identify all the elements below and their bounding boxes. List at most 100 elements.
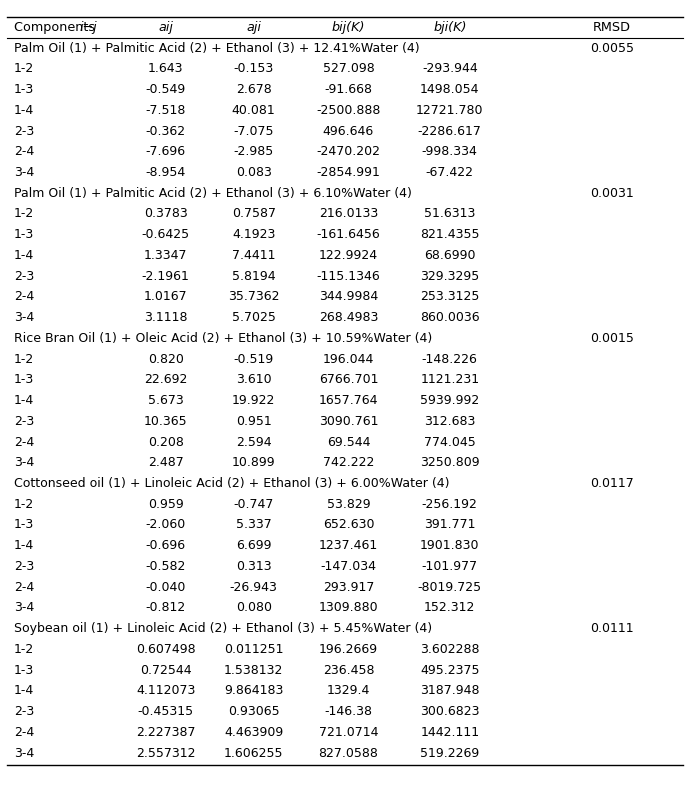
Text: RMSD: RMSD <box>593 20 631 34</box>
Text: -998.334: -998.334 <box>422 145 477 158</box>
Text: 1-2: 1-2 <box>14 643 34 656</box>
Text: 1309.880: 1309.880 <box>319 601 378 615</box>
Text: 1237.461: 1237.461 <box>319 539 378 552</box>
Text: aij: aij <box>159 20 173 34</box>
Text: -0.6425: -0.6425 <box>141 229 190 241</box>
Text: 1.643: 1.643 <box>148 62 184 76</box>
Text: 0.959: 0.959 <box>148 498 184 511</box>
Text: 9.864183: 9.864183 <box>224 684 284 697</box>
Text: -0.362: -0.362 <box>146 125 186 138</box>
Text: 1-3: 1-3 <box>14 519 34 531</box>
Text: 0.72544: 0.72544 <box>140 663 192 677</box>
Text: 1-2: 1-2 <box>14 207 34 221</box>
Text: 3-4: 3-4 <box>14 311 34 324</box>
Text: 2-4: 2-4 <box>14 291 34 303</box>
Text: Palm Oil (1) + Palmitic Acid (2) + Ethanol (3) + 12.41%Water (4): Palm Oil (1) + Palmitic Acid (2) + Ethan… <box>14 42 420 54</box>
Text: 196.044: 196.044 <box>323 352 374 366</box>
Text: 10.365: 10.365 <box>144 414 188 428</box>
Text: 2-3: 2-3 <box>14 560 34 573</box>
Text: -147.034: -147.034 <box>320 560 376 573</box>
Text: 2-3: 2-3 <box>14 269 34 283</box>
Text: 0.0111: 0.0111 <box>590 623 634 635</box>
Text: 0.93065: 0.93065 <box>228 705 279 718</box>
Text: -256.192: -256.192 <box>422 498 477 511</box>
Text: 0.951: 0.951 <box>236 414 272 428</box>
Text: 519.2269: 519.2269 <box>420 746 480 760</box>
Text: 3-4: 3-4 <box>14 746 34 760</box>
Text: 0.0055: 0.0055 <box>590 42 634 54</box>
Text: 0.083: 0.083 <box>236 166 272 179</box>
Text: 391.771: 391.771 <box>424 519 475 531</box>
Text: 4.1923: 4.1923 <box>232 229 275 241</box>
Text: 2.678: 2.678 <box>236 83 272 96</box>
Text: 2.227387: 2.227387 <box>136 726 195 739</box>
Text: 1-4: 1-4 <box>14 394 34 407</box>
Text: 2-4: 2-4 <box>14 581 34 593</box>
Text: 3-4: 3-4 <box>14 456 34 470</box>
Text: -0.519: -0.519 <box>234 352 274 366</box>
Text: Components: Components <box>14 20 99 34</box>
Text: aji: aji <box>246 20 261 34</box>
Text: 1657.764: 1657.764 <box>319 394 378 407</box>
Text: 742.222: 742.222 <box>323 456 374 470</box>
Text: 1.3347: 1.3347 <box>144 249 188 262</box>
Text: 19.922: 19.922 <box>232 394 275 407</box>
Text: 0.3783: 0.3783 <box>144 207 188 221</box>
Text: 5.337: 5.337 <box>236 519 272 531</box>
Text: -2854.991: -2854.991 <box>317 166 380 179</box>
Text: -2.1961: -2.1961 <box>142 269 190 283</box>
Text: -2470.202: -2470.202 <box>317 145 380 158</box>
Text: 6766.701: 6766.701 <box>319 374 378 386</box>
Text: -0.153: -0.153 <box>234 62 274 76</box>
Text: 4.463909: 4.463909 <box>224 726 284 739</box>
Text: 1121.231: 1121.231 <box>420 374 480 386</box>
Text: -7.518: -7.518 <box>146 104 186 117</box>
Text: 293.917: 293.917 <box>323 581 374 593</box>
Text: 0.0015: 0.0015 <box>590 332 634 345</box>
Text: -7.696: -7.696 <box>146 145 186 158</box>
Text: 5.7025: 5.7025 <box>232 311 275 324</box>
Text: 53.829: 53.829 <box>326 498 371 511</box>
Text: 344.9984: 344.9984 <box>319 291 378 303</box>
Text: 68.6990: 68.6990 <box>424 249 475 262</box>
Text: 196.2669: 196.2669 <box>319 643 378 656</box>
Text: 1-2: 1-2 <box>14 498 34 511</box>
Text: 1.538132: 1.538132 <box>224 663 284 677</box>
Text: 1-3: 1-3 <box>14 83 34 96</box>
Text: 860.0036: 860.0036 <box>420 311 480 324</box>
Text: 69.544: 69.544 <box>326 436 370 448</box>
Text: 40.081: 40.081 <box>232 104 275 117</box>
Text: 827.0588: 827.0588 <box>319 746 378 760</box>
Text: 1442.111: 1442.111 <box>420 726 480 739</box>
Text: 35.7362: 35.7362 <box>228 291 279 303</box>
Text: 7.4411: 7.4411 <box>232 249 275 262</box>
Text: 495.2375: 495.2375 <box>420 663 480 677</box>
Text: 152.312: 152.312 <box>424 601 475 615</box>
Text: 122.9924: 122.9924 <box>319 249 378 262</box>
Text: 1-4: 1-4 <box>14 539 34 552</box>
Text: 3.602288: 3.602288 <box>420 643 480 656</box>
Text: 253.3125: 253.3125 <box>420 291 480 303</box>
Text: 0.7587: 0.7587 <box>232 207 276 221</box>
Text: 2-4: 2-4 <box>14 436 34 448</box>
Text: -115.1346: -115.1346 <box>317 269 380 283</box>
Text: 236.458: 236.458 <box>323 663 374 677</box>
Text: 1.606255: 1.606255 <box>224 746 284 760</box>
Text: i−j: i−j <box>80 20 97 34</box>
Text: 652.630: 652.630 <box>323 519 374 531</box>
Text: -67.422: -67.422 <box>426 166 474 179</box>
Text: bji(K): bji(K) <box>433 20 466 34</box>
Text: -0.549: -0.549 <box>146 83 186 96</box>
Text: 2-3: 2-3 <box>14 414 34 428</box>
Text: 1-4: 1-4 <box>14 684 34 697</box>
Text: -7.075: -7.075 <box>233 125 274 138</box>
Text: 721.0714: 721.0714 <box>319 726 378 739</box>
Text: 0.820: 0.820 <box>148 352 184 366</box>
Text: -0.582: -0.582 <box>146 560 186 573</box>
Text: 329.3295: 329.3295 <box>420 269 480 283</box>
Text: 0.0031: 0.0031 <box>590 187 634 199</box>
Text: -146.38: -146.38 <box>324 705 373 718</box>
Text: -91.668: -91.668 <box>324 83 373 96</box>
Text: 300.6823: 300.6823 <box>420 705 480 718</box>
Text: -8019.725: -8019.725 <box>417 581 482 593</box>
